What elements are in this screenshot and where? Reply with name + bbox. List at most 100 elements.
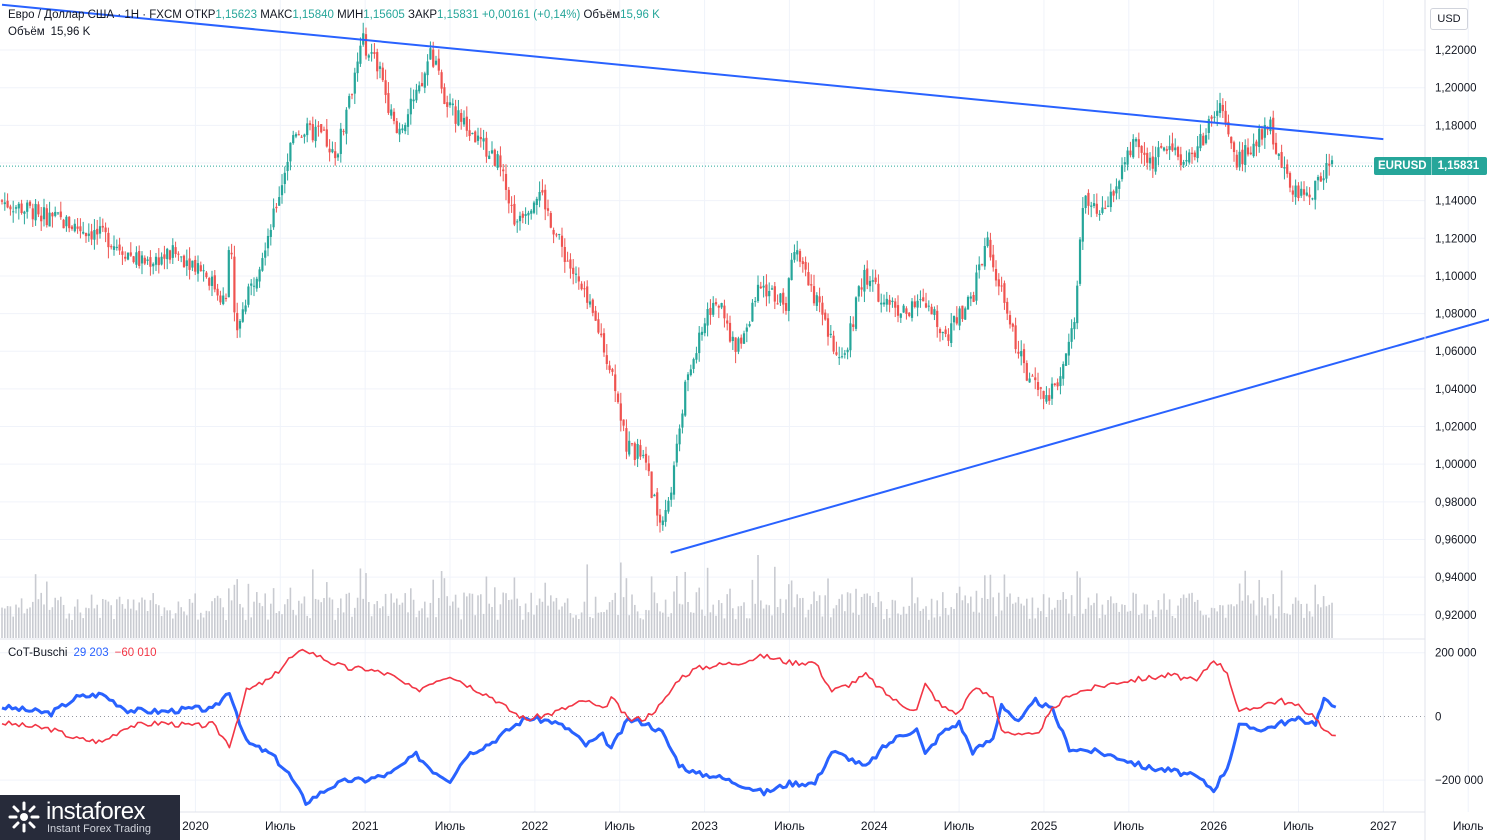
volume-bar	[813, 591, 815, 638]
candle-body	[1221, 104, 1224, 112]
candle-body	[611, 369, 614, 372]
trendline[interactable]	[1, 3, 1384, 141]
candle-body	[958, 308, 961, 326]
trendlines[interactable]	[1, 3, 1489, 554]
candle-body	[656, 492, 659, 516]
candle-body	[1006, 301, 1009, 314]
volume-bar	[471, 593, 474, 638]
time-tick-label: 2023	[691, 819, 718, 833]
volume-bar	[1101, 604, 1104, 638]
volume-bar	[757, 555, 759, 638]
candle-body	[1255, 141, 1258, 147]
cot-series-line	[1, 691, 1337, 806]
volume-bar	[639, 618, 642, 638]
candle-body	[1115, 186, 1118, 194]
candle-body	[527, 212, 530, 216]
trendline[interactable]	[670, 301, 1489, 554]
time-tick-label: Июль	[774, 819, 805, 833]
volume-bar	[592, 618, 594, 638]
volume-bar	[412, 599, 415, 638]
candle-body	[160, 256, 163, 265]
volume-bar	[1208, 617, 1210, 638]
candle-body	[709, 307, 712, 315]
price-gridlines	[0, 0, 1469, 812]
candle-body	[1291, 190, 1294, 195]
candle-body	[1325, 163, 1328, 179]
volume-bar	[995, 616, 997, 638]
volume-bar	[331, 599, 334, 638]
candle-body	[409, 98, 412, 115]
candle-body	[885, 298, 888, 305]
volume-bar	[309, 618, 311, 638]
candle-body	[602, 333, 606, 353]
volume-bar	[1205, 614, 1207, 638]
candle-body	[888, 299, 891, 305]
candle-body	[373, 52, 376, 54]
volume-bar	[816, 601, 818, 638]
candle-body	[208, 278, 211, 286]
candle-body	[269, 229, 272, 237]
currency-button[interactable]: USD	[1430, 8, 1468, 30]
volume-bar	[1118, 611, 1121, 638]
volume-bar	[678, 603, 681, 638]
volume-bar	[597, 612, 600, 638]
volume-bar	[1289, 614, 1291, 638]
candle-body	[798, 251, 802, 262]
candle-body	[236, 312, 239, 331]
candle-body	[121, 251, 124, 255]
volume-bar	[1129, 610, 1132, 638]
volume-bar	[776, 607, 779, 638]
volume-bar	[538, 598, 541, 638]
volume-bar	[874, 606, 877, 638]
volume-bar	[1210, 607, 1213, 638]
volume-bar	[1241, 600, 1244, 638]
candle-body	[1199, 134, 1202, 149]
volume-bar	[788, 584, 790, 638]
volume-bar	[712, 604, 715, 638]
candle-body	[726, 320, 729, 324]
volume-bar	[488, 603, 491, 638]
candle-body	[569, 259, 572, 269]
time-axis[interactable]: 2020 Июль 2021 Июль 2022 Июль 2023 Июль 2024 Июль…	[182, 819, 1483, 833]
volume-bar	[460, 619, 463, 638]
volume-bar	[754, 603, 757, 638]
candle-body	[1297, 185, 1300, 199]
volume-bar	[354, 607, 356, 638]
candle-body	[992, 254, 995, 268]
volume-bar	[387, 615, 390, 638]
volume-bar	[830, 617, 832, 638]
candle-body	[395, 121, 398, 133]
low-label: МИН	[337, 9, 364, 21]
volume-bar	[872, 602, 874, 638]
candle-body	[126, 252, 130, 260]
candle-body	[905, 308, 908, 314]
candle-body	[297, 134, 300, 136]
candle-body	[1176, 147, 1180, 157]
volume-bar	[706, 567, 709, 638]
volume-bar	[438, 597, 440, 638]
volume-bar	[695, 592, 698, 638]
volume-bar	[1020, 603, 1023, 638]
volume-bar	[804, 617, 807, 638]
volume-bar	[832, 608, 835, 638]
volume-bar	[440, 571, 443, 638]
instaforex-logo[interactable]: instaforex Instant Forex Trading	[0, 795, 180, 840]
candle-body	[1134, 139, 1138, 142]
volume-bar	[468, 593, 471, 638]
candle-body	[306, 123, 309, 136]
volume-bar	[121, 604, 124, 638]
volume-bar	[51, 607, 54, 638]
candle-body	[507, 189, 510, 204]
candle-body	[854, 297, 858, 329]
volume-bar	[726, 594, 729, 638]
volume-bar	[345, 593, 348, 638]
candle-body	[227, 250, 230, 298]
cot-axis[interactable]: 200 000 0 −200 000	[1435, 648, 1483, 787]
volume-bar	[1300, 604, 1303, 638]
candle-body	[390, 109, 393, 116]
volume-bar	[362, 598, 365, 638]
volume-bar	[928, 619, 930, 638]
volume-bar	[71, 619, 73, 638]
volume-bar	[894, 600, 897, 638]
